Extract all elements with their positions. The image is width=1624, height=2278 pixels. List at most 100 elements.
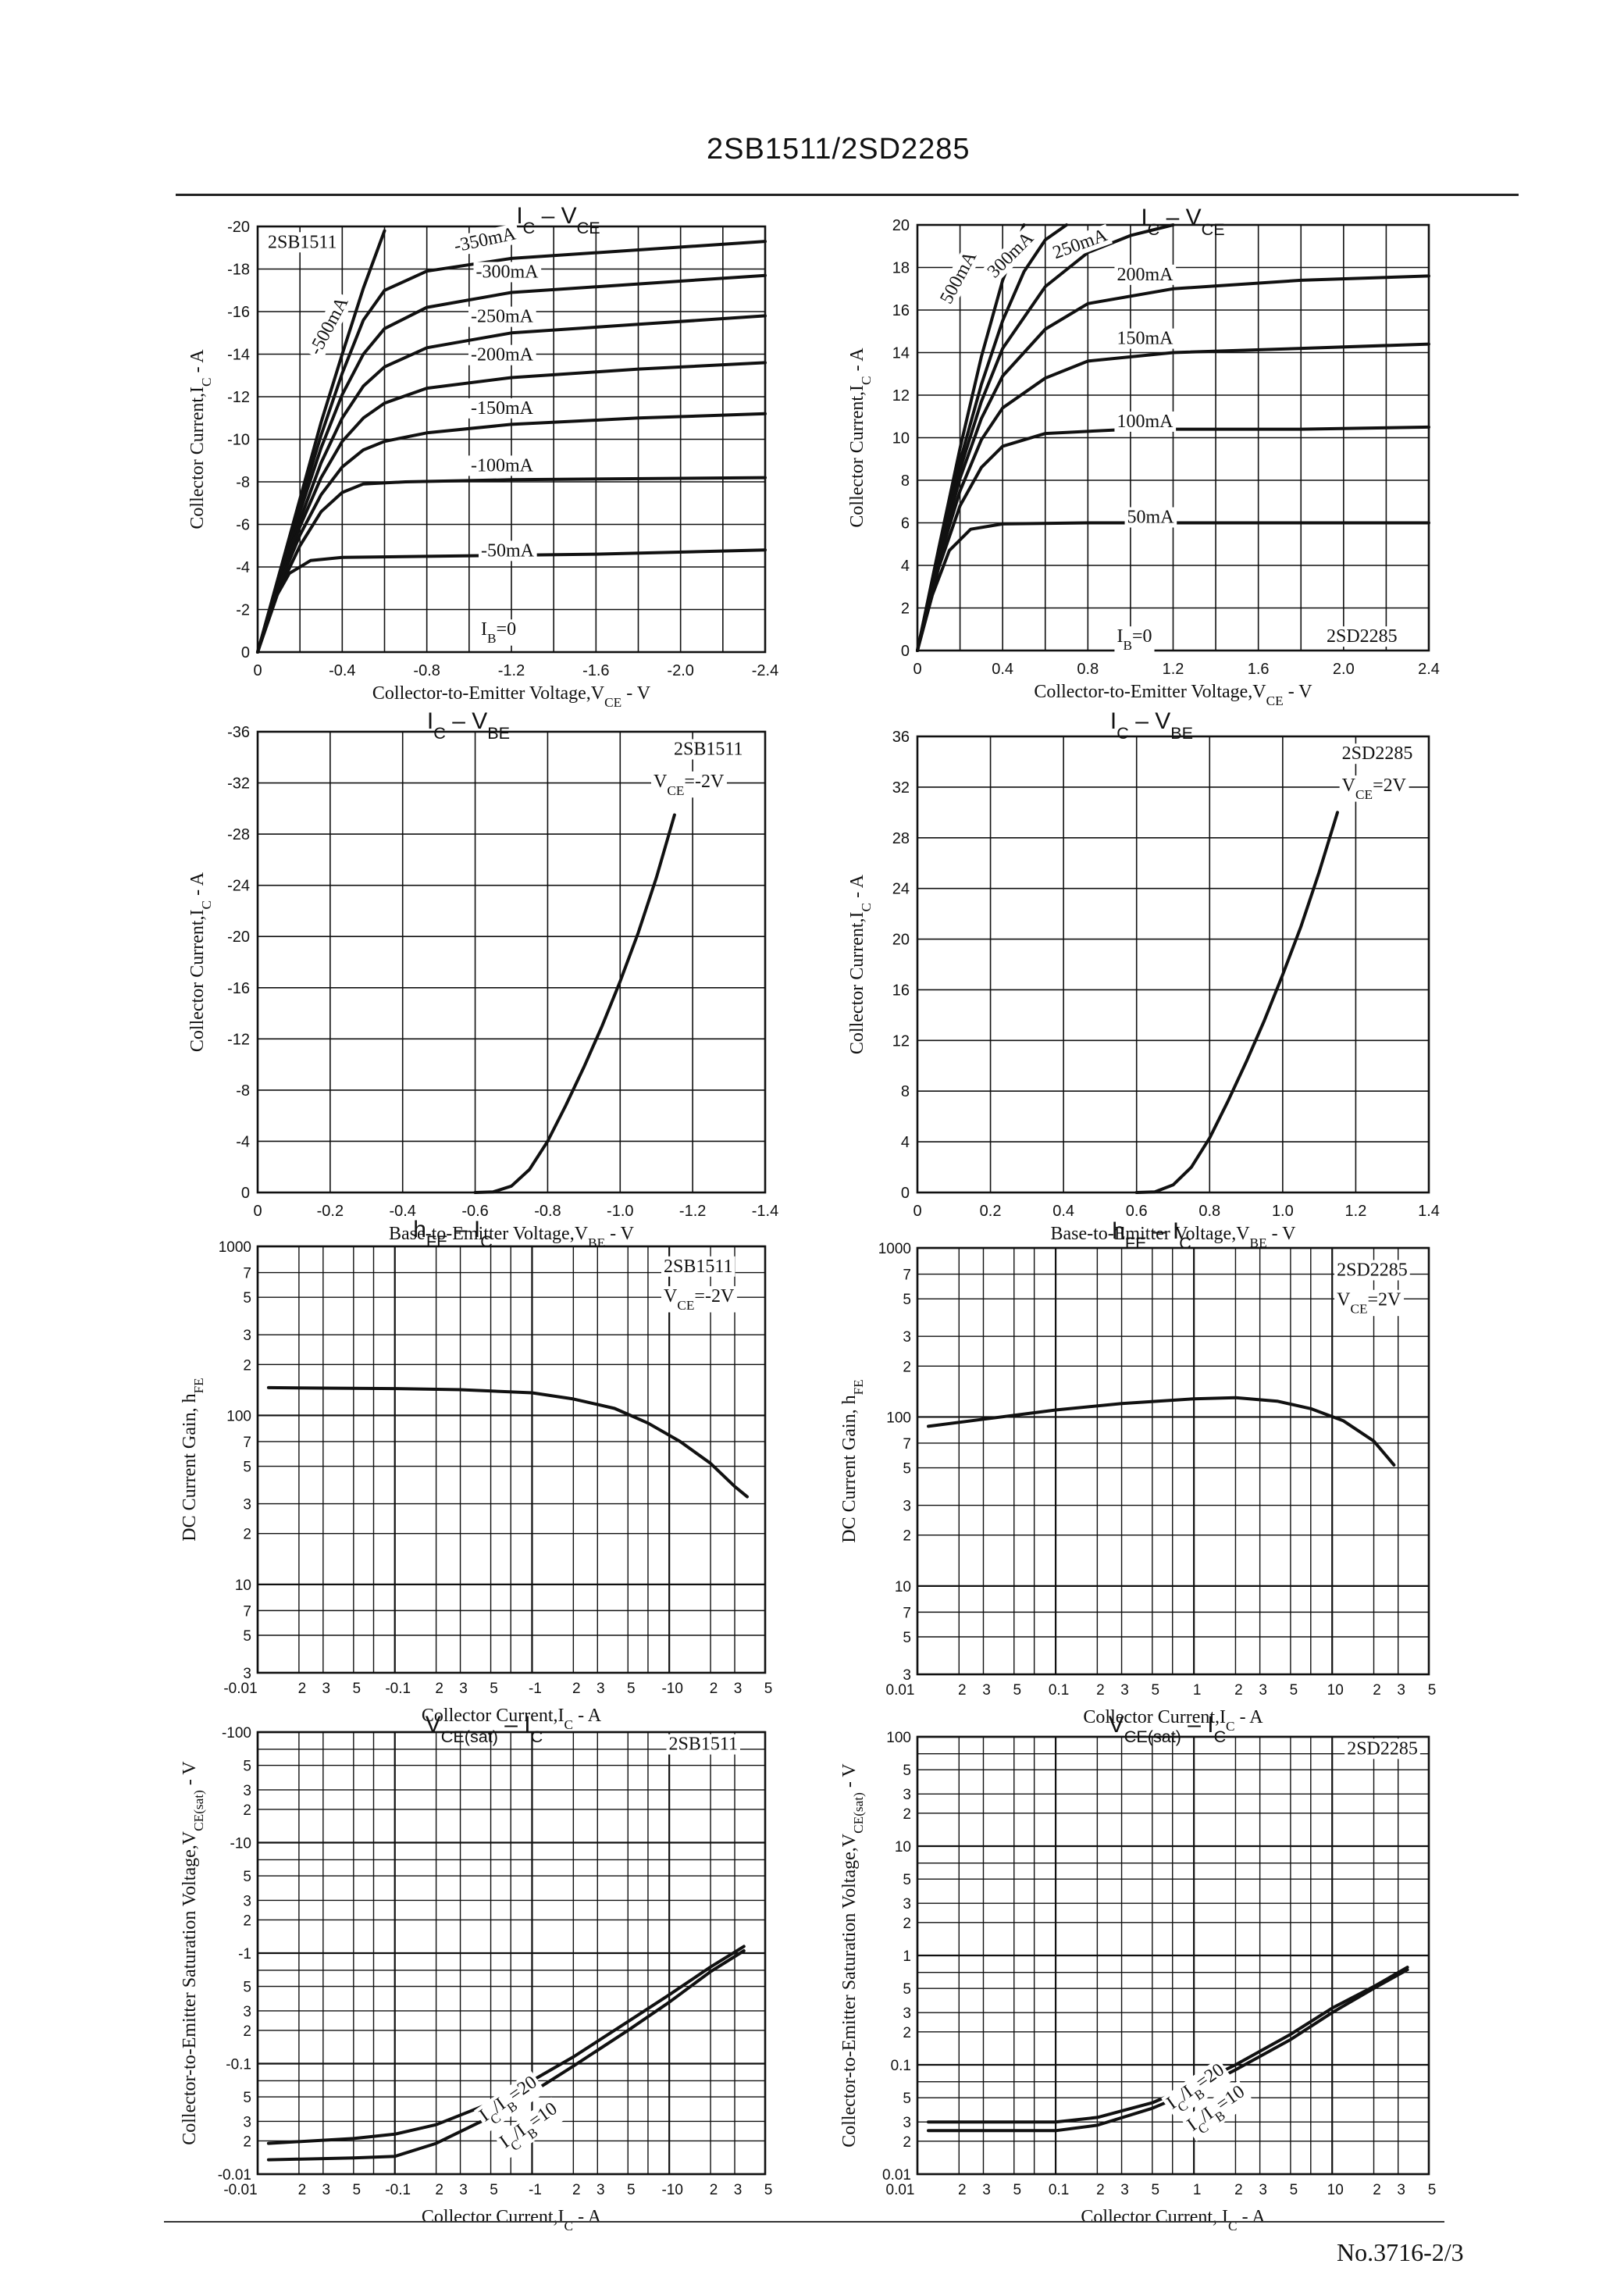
- x-tick-label: 0: [253, 1203, 262, 1220]
- x-tick-label: 3: [322, 2182, 331, 2198]
- label-bg: [1181, 2080, 1254, 2142]
- x-tick-label: 3: [1120, 2182, 1129, 2198]
- label-bg: [981, 226, 1040, 284]
- y-tick-label: 10: [895, 1579, 911, 1595]
- y-axis-label: DC Current Gain, hFE: [180, 1378, 206, 1541]
- y-tick-label: 3: [903, 1667, 911, 1684]
- y-tick-label: 4: [901, 1134, 910, 1151]
- label-bg: [473, 262, 542, 283]
- x-tick-label: 1: [1193, 2182, 1202, 2198]
- y-axis-label: DC Current Gain, hFE: [839, 1379, 866, 1542]
- y-axis-label: Collector Current,IC - A: [187, 349, 214, 529]
- y-tick-label: 1000: [878, 1241, 911, 1257]
- y-tick-label: -14: [227, 347, 250, 364]
- plot-frame: [256, 1245, 767, 1674]
- plot-frame: [916, 735, 1430, 1194]
- x-tick-label: -0.4: [329, 662, 355, 679]
- x-tick-label: -0.6: [461, 1203, 488, 1220]
- chart-ic-vce-2sd2285: 0 0.4 0.8 1.2 1.6 2.0 2.4 0 2 4 6 8 10 12 14 16 18 20 IC –…: [847, 205, 1440, 708]
- chart-vcesat-ic-2sd2285: 0.01 2 3 5 0.1 2 3 5 1 2 3 5 10 2 3 50.012350.123512351…: [839, 1712, 1436, 2233]
- y-tick-label: 14: [892, 345, 910, 362]
- x-tick-label: -0.4: [389, 1203, 415, 1220]
- y-tick-label: 5: [903, 1763, 911, 1779]
- label-bg: [1114, 264, 1177, 285]
- y-tick-label: 8: [901, 472, 910, 490]
- x-tick-label: -1.6: [582, 662, 609, 679]
- x-tick-label: 10: [1327, 2182, 1344, 2198]
- y-tick-label: 12: [892, 387, 910, 405]
- series-line: [916, 425, 1430, 652]
- x-tick-label: -0.8: [413, 662, 440, 679]
- y-axis-label: Collector Current,IC - A: [187, 872, 214, 1052]
- label-bg: [468, 397, 536, 419]
- series-line: [256, 548, 767, 654]
- y-tick-label: -0.01: [218, 2167, 251, 2184]
- annotation-label: 2SD2285: [1347, 1738, 1418, 1759]
- x-tick-label: 0.8: [1198, 1203, 1220, 1220]
- x-tick-label: 1.2: [1163, 661, 1184, 678]
- x-axis-label: Collector-to-Emitter Voltage,VCE - V: [372, 683, 651, 710]
- x-tick-label: 0.6: [1126, 1203, 1148, 1220]
- y-tick-label: 2: [243, 1357, 251, 1374]
- y-tick-label: 0.01: [882, 2167, 911, 2184]
- y-tick-label: 2: [903, 1528, 911, 1545]
- y-tick-label: 3: [243, 2114, 251, 2130]
- x-axis-label: Collector Current,IC - A: [1083, 1707, 1263, 1734]
- label-bg: [651, 771, 727, 798]
- x-tick-label: 3: [1259, 2182, 1267, 2198]
- x-tick-label: 2: [298, 1681, 307, 1697]
- x-tick-label: 3: [459, 1681, 468, 1697]
- annotation-label: -500mA: [305, 294, 353, 358]
- y-tick-label: 36: [892, 729, 910, 746]
- header-rule: [176, 194, 1519, 196]
- x-tick-label: -0.8: [534, 1203, 561, 1220]
- annotation-label: 150mA: [1116, 329, 1173, 349]
- x-tick-label: 2: [1373, 2182, 1381, 2198]
- y-tick-label: 1: [903, 1948, 911, 1965]
- grid: [257, 731, 766, 1193]
- x-tick-label: 2: [710, 1681, 718, 1697]
- y-tick-label: 5: [903, 1981, 911, 1998]
- chart-title: IC – VBE: [427, 708, 510, 743]
- x-tick-label: 5: [764, 1681, 773, 1697]
- chart-title: VCE(sat) – IC: [426, 1712, 543, 1746]
- x-tick-label: 10: [1327, 1682, 1344, 1699]
- x-tick-label: 3: [1120, 1682, 1129, 1699]
- series-line: [1134, 811, 1339, 1194]
- series-line: [256, 361, 767, 654]
- y-tick-label: -8: [236, 474, 250, 491]
- y-tick-label: 5: [903, 2091, 911, 2107]
- y-tick-label: 28: [892, 830, 910, 847]
- annotation-label: 2SB1511: [268, 232, 337, 252]
- label-bg: [1334, 1289, 1405, 1317]
- y-tick-label: 3: [903, 1499, 911, 1515]
- x-tick-label: 2: [435, 1681, 443, 1697]
- x-tick-label: 2: [710, 2182, 718, 2198]
- y-tick-label: 2: [903, 2025, 911, 2041]
- x-tick-label: -1.0: [607, 1203, 633, 1220]
- x-tick-label: 3: [597, 1681, 605, 1697]
- y-tick-label: 0: [901, 1185, 910, 1202]
- plot-frame: [916, 1735, 1430, 2176]
- y-tick-label: 6: [901, 515, 910, 533]
- y-tick-label: 2: [903, 1359, 911, 1375]
- tick-labels: -0.01 2 3 5 -0.1 2 3 5 -1 2 3 5 -10 2 3 5-0.01235-0.123…: [218, 1725, 773, 2198]
- y-tick-label: 7: [903, 1267, 911, 1284]
- x-tick-label: 5: [1428, 1682, 1437, 1699]
- y-tick-label: 1000: [219, 1239, 251, 1256]
- annotation-label: -50mA: [481, 540, 535, 561]
- x-tick-label: 2: [298, 2182, 307, 2198]
- y-tick-label: 2: [903, 1916, 911, 1932]
- y-tick-label: 3: [903, 2005, 911, 2022]
- x-tick-label: 3: [982, 1682, 991, 1699]
- x-tick-label: 5: [627, 2182, 636, 2198]
- x-tick-label: 2.4: [1418, 661, 1440, 678]
- annotation-label: 2SB1511: [669, 1734, 738, 1755]
- y-tick-label: -12: [227, 1031, 250, 1048]
- x-tick-label: -1.2: [679, 1203, 706, 1220]
- y-tick-label: -32: [227, 775, 250, 793]
- y-tick-label: -0.1: [226, 2057, 251, 2073]
- label-bg: [479, 540, 537, 561]
- annotation-label: -250mA: [471, 307, 534, 327]
- y-tick-label: 20: [892, 932, 910, 949]
